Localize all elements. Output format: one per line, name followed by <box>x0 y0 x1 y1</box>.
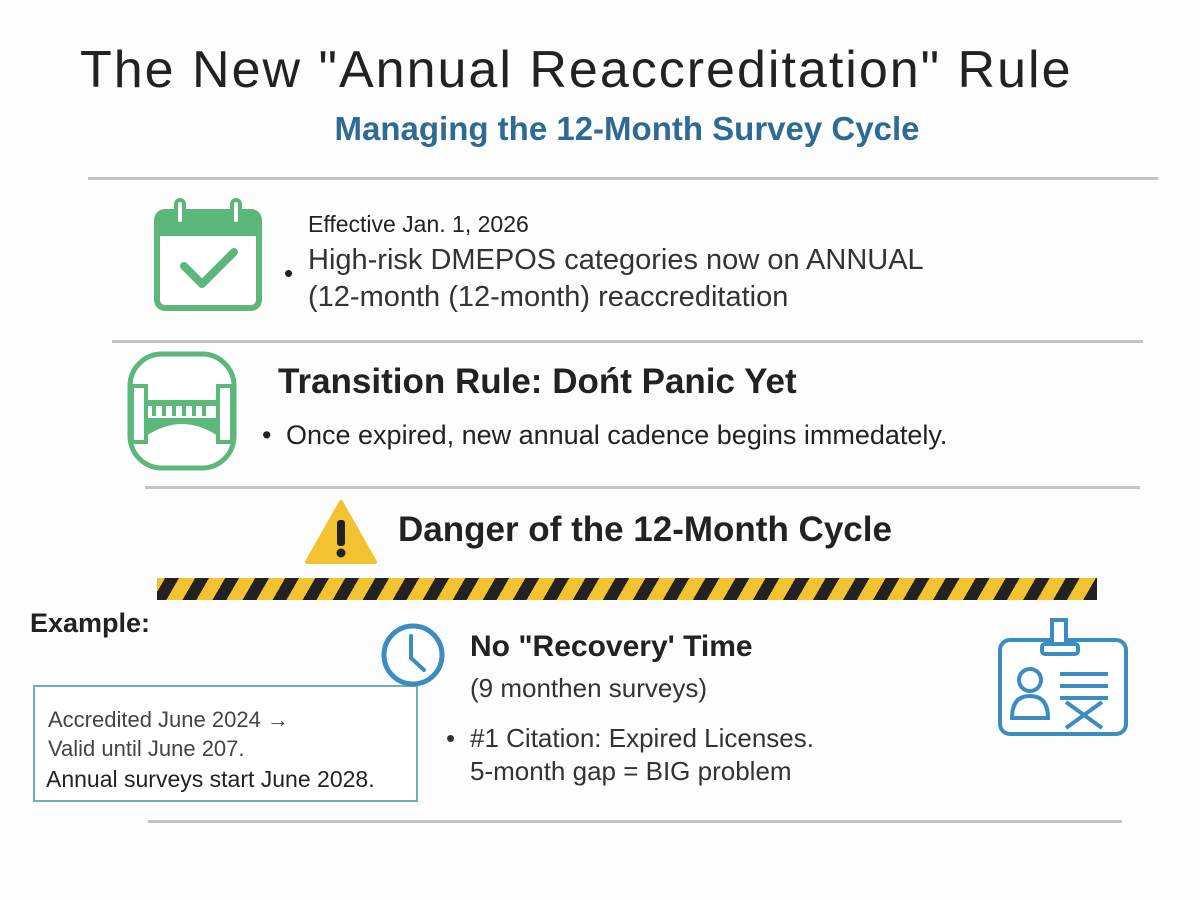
example-line: Annual surveys start June 2028. <box>46 766 375 792</box>
bridge-icon <box>127 351 237 471</box>
bullet-text: #1 Citation: Expired Licenses. <box>470 723 814 753</box>
id-badge-icon <box>998 618 1128 736</box>
effective-date: Effective Jan. 1, 2026 <box>308 211 529 237</box>
bullet: • <box>284 258 294 288</box>
page-title: The New "Annual Reaccreditation" Rule <box>80 41 1073 99</box>
section-heading: Transition Rule: Dońt Panic Yet <box>278 362 797 401</box>
divider <box>112 340 1143 343</box>
example-label: Example: <box>30 608 151 638</box>
recovery-heading: No "Recovery' Time <box>470 630 753 663</box>
divider <box>145 486 1140 489</box>
example-box <box>33 685 418 802</box>
bullet-text: (12-month (12-month) reaccreditation <box>308 281 789 313</box>
clock-icon <box>381 623 445 687</box>
hazard-stripe <box>157 578 1097 600</box>
example-line: Accredited June 2024 → <box>48 707 289 732</box>
calendar-check-icon <box>154 198 262 311</box>
bullet-text: Once expired, new annual cadence begins … <box>286 420 948 450</box>
recovery-sub: (9 monthen surveys) <box>470 673 707 703</box>
divider <box>148 820 1122 823</box>
bullet: • <box>262 420 272 450</box>
example-line: Valid until June 207. <box>48 736 245 761</box>
section-heading: Danger of the 12-Month Cycle <box>398 510 892 549</box>
bullet-text: 5-month gap = BIG problem <box>470 756 792 786</box>
page-subtitle: Managing the 12-Month Survey Cycle <box>334 110 920 147</box>
bullet-text: High-risk DMEPOS categories now on ANNUA… <box>308 244 924 276</box>
warning-icon <box>305 500 377 564</box>
bullet: • <box>446 723 456 753</box>
divider <box>88 177 1158 180</box>
